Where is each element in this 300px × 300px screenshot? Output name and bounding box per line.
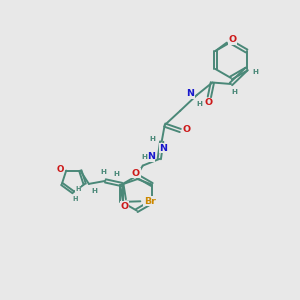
Text: H: H xyxy=(252,69,258,75)
Text: H: H xyxy=(91,188,97,194)
Text: H: H xyxy=(150,136,156,142)
Text: O: O xyxy=(121,202,129,211)
Text: H: H xyxy=(75,185,81,191)
Text: N: N xyxy=(147,152,155,161)
Text: O: O xyxy=(56,165,64,174)
Text: O: O xyxy=(228,35,236,44)
Text: N: N xyxy=(186,89,194,98)
Text: H: H xyxy=(113,171,119,177)
Text: H: H xyxy=(231,88,237,94)
Text: Br: Br xyxy=(144,197,156,206)
Text: O: O xyxy=(183,125,191,134)
Text: O: O xyxy=(132,169,140,178)
Text: H: H xyxy=(141,154,147,160)
Text: H: H xyxy=(197,101,203,107)
Text: H: H xyxy=(101,169,107,175)
Text: H: H xyxy=(72,196,77,202)
Text: N: N xyxy=(159,144,167,153)
Text: O: O xyxy=(205,98,213,107)
